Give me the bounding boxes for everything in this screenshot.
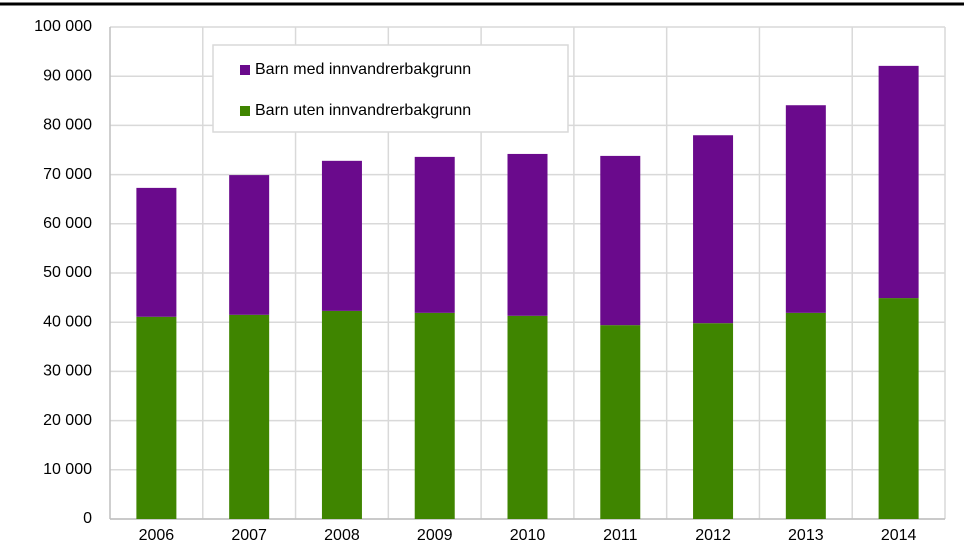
bar-segment <box>878 65 919 299</box>
y-tick-label: 40 000 <box>43 313 92 330</box>
legend-swatch <box>240 106 250 116</box>
bar-segment <box>600 325 641 519</box>
x-tick-label: 2013 <box>788 527 824 544</box>
bar-segment <box>600 155 641 326</box>
bar-segment <box>136 316 177 519</box>
legend-label: Barn med innvandrerbakgrunn <box>255 61 471 78</box>
y-tick-label: 10 000 <box>43 461 92 478</box>
bar-segment <box>136 187 177 317</box>
bar-segment <box>693 323 734 519</box>
bar-segment <box>414 312 455 519</box>
y-tick-label: 90 000 <box>43 67 92 84</box>
x-tick-label: 2009 <box>417 527 453 544</box>
x-tick-label: 2006 <box>139 527 175 544</box>
y-tick-label: 20 000 <box>43 412 92 429</box>
bar-segment <box>785 312 826 519</box>
y-tick-label: 30 000 <box>43 363 92 380</box>
legend-label: Barn uten innvandrerbakgrunn <box>255 102 471 119</box>
bar-segment <box>507 315 548 519</box>
legend-box <box>212 44 569 133</box>
x-tick-label: 2014 <box>881 527 917 544</box>
y-tick-label: 100 000 <box>34 18 92 35</box>
bar-segment <box>229 314 270 519</box>
bar-segment <box>321 160 362 311</box>
x-tick-label: 2008 <box>324 527 360 544</box>
x-tick-label: 2012 <box>695 527 731 544</box>
bar-segment <box>321 310 362 519</box>
x-tick-label: 2011 <box>603 527 638 544</box>
bar-segment <box>507 153 548 316</box>
y-tick-label: 0 <box>83 510 92 527</box>
y-tick-label: 80 000 <box>43 117 92 134</box>
bar-segment <box>785 105 826 313</box>
y-tick-label: 70 000 <box>43 166 92 183</box>
bar-segment <box>878 298 919 519</box>
bar-segment <box>229 175 270 315</box>
y-tick-label: 50 000 <box>43 264 92 281</box>
x-tick-label: 2010 <box>510 527 546 544</box>
bar-segment <box>414 156 455 313</box>
bar-segment <box>693 135 734 324</box>
legend-swatch <box>240 65 250 75</box>
x-tick-label: 2007 <box>231 527 267 544</box>
y-tick-label: 60 000 <box>43 215 92 232</box>
